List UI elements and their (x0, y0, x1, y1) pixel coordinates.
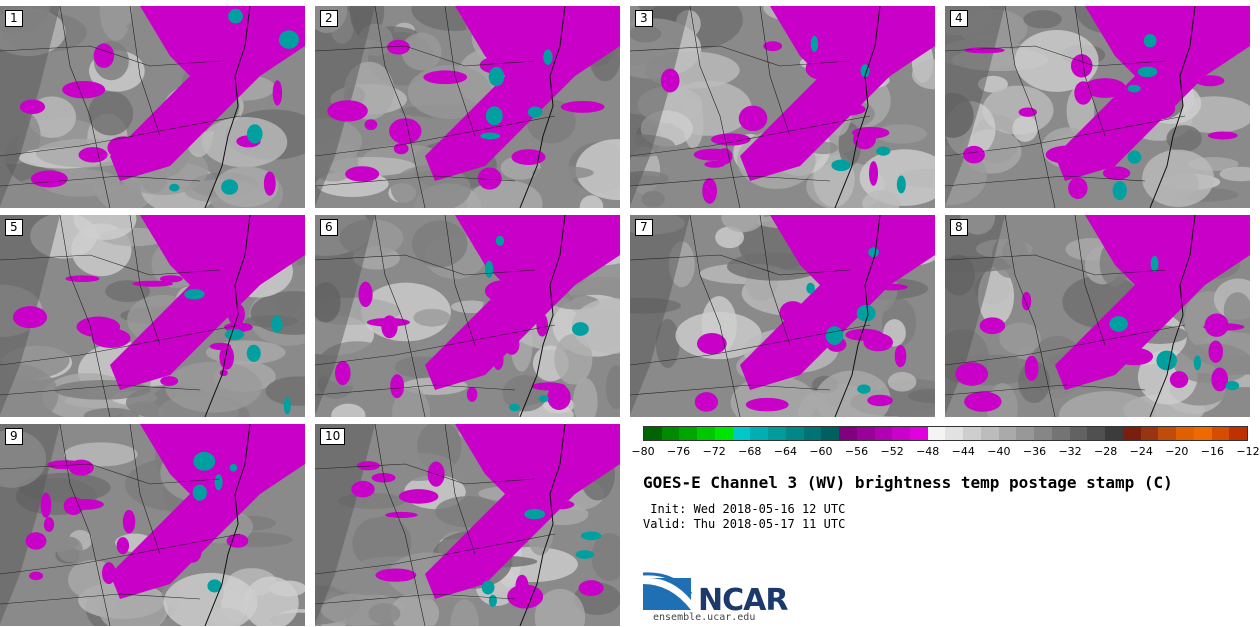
panel-number-label: 6 (320, 219, 338, 236)
logo-text: NCAR (698, 583, 788, 618)
colorbar-segment (1122, 427, 1141, 440)
colorbar-tick-label: −56 (844, 445, 869, 458)
colorbar-tick-label: −12 (1236, 445, 1260, 458)
init-time: Init: Wed 2018-05-16 12 UTC (643, 502, 846, 516)
map-panel-9: 9 (0, 424, 305, 626)
water-vapor-map (315, 215, 620, 417)
colorbar-segment (910, 427, 928, 440)
colorbar-tick-label: −28 (1094, 445, 1118, 458)
map-panel-3: 3 (630, 6, 935, 208)
figure-title: GOES-E Channel 3 (WV) brightness temp po… (643, 473, 1173, 492)
colorbar-segment (856, 427, 875, 440)
colorbar-segment (1034, 427, 1052, 440)
colorbar-segment (697, 427, 715, 440)
colorbar-tick-label: −52 (880, 445, 904, 458)
water-vapor-map (0, 215, 305, 417)
panel-number-label: 10 (320, 428, 346, 445)
colorbar-ticks: −80 −76 −72 −68 −64 −60 −56 −52 −48 −44 −40 −36 −32−… (631, 443, 1259, 461)
colorbar-tick-label: −36 (1022, 445, 1047, 458)
valid-time: Valid: Thu 2018-05-17 11 UTC (643, 517, 846, 531)
map-panel-4: 4 (945, 6, 1250, 208)
colorbar-tick-label: −40 (987, 445, 1011, 458)
colorbar-segment (1193, 427, 1212, 440)
panel-number-label: 7 (635, 219, 653, 236)
colorbar-tick-label: −20 (1165, 445, 1189, 458)
map-panel-1: 1 (0, 6, 305, 208)
panel-number-label: 4 (950, 10, 968, 27)
water-vapor-map (945, 6, 1250, 208)
map-panel-6: 6 (315, 215, 620, 417)
colorbar-segment (1229, 427, 1247, 440)
logo-url: ensemble.ucar.edu (653, 612, 756, 623)
colorbar-segment (661, 427, 680, 440)
colorbar-tick-label: −24 (1129, 445, 1153, 458)
colorbar-tick-label: −16 (1200, 445, 1225, 458)
water-vapor-map (315, 6, 620, 208)
colorbar-segment (963, 427, 981, 440)
colorbar-segment (1176, 427, 1194, 440)
colorbar-tick-label: −64 (773, 445, 797, 458)
colorbar-segment (998, 427, 1017, 440)
colorbar-tick-label: −60 (809, 445, 833, 458)
colorbar-segment (644, 427, 662, 440)
colorbar-segment (679, 427, 698, 440)
colorbar-segment (1087, 427, 1106, 440)
colorbar-tick-label: −68 (738, 445, 762, 458)
colorbar-segment (714, 427, 733, 440)
panel-number-label: 8 (950, 219, 968, 236)
water-vapor-map (945, 215, 1250, 417)
water-vapor-map (630, 215, 935, 417)
colorbar-segment (1158, 427, 1177, 440)
water-vapor-map (630, 6, 935, 208)
map-panel-10: 10 (315, 424, 620, 626)
colorbar-segment (927, 427, 946, 440)
colorbar-segment (892, 427, 911, 440)
colorbar-segment (768, 427, 786, 440)
colorbar-segment (785, 427, 804, 440)
colorbar-segment (821, 427, 840, 440)
colorbar-segment (945, 427, 964, 440)
colorbar (643, 426, 1248, 441)
map-panel-7: 7 (630, 215, 935, 417)
colorbar-tick-label: −80 (631, 445, 655, 458)
colorbar-tick-label: −72 (702, 445, 726, 458)
panel-number-label: 2 (320, 10, 338, 27)
panel-number-label: 9 (5, 428, 23, 445)
water-vapor-map (0, 424, 305, 626)
panel-number-label: 5 (5, 219, 23, 236)
map-panel-8: 8 (945, 215, 1250, 417)
colorbar-segment (980, 427, 999, 440)
colorbar-segment (750, 427, 769, 440)
panel-number-label: 3 (635, 10, 653, 27)
map-panel-5: 5 (0, 215, 305, 417)
colorbar-segment (1140, 427, 1159, 440)
colorbar-segment (803, 427, 822, 440)
colorbar-tick-label: −48 (916, 445, 940, 458)
panel-number-label: 1 (5, 10, 23, 27)
colorbar-segment (1069, 427, 1088, 440)
colorbar-tick-label: −44 (951, 445, 975, 458)
colorbar-segment (1105, 427, 1123, 440)
colorbar-tick-label: −76 (666, 445, 691, 458)
colorbar-segment (1051, 427, 1070, 440)
colorbar-segment (732, 427, 751, 440)
ncar-logo-icon (643, 572, 693, 610)
colorbar-segment (839, 427, 857, 440)
colorbar-segment (1211, 427, 1230, 440)
colorbar-tick-label: −32 (1058, 445, 1082, 458)
colorbar-segment (1016, 427, 1035, 440)
map-panel-2: 2 (315, 6, 620, 208)
water-vapor-map (315, 424, 620, 626)
colorbar-segment (874, 427, 893, 440)
water-vapor-map (0, 6, 305, 208)
